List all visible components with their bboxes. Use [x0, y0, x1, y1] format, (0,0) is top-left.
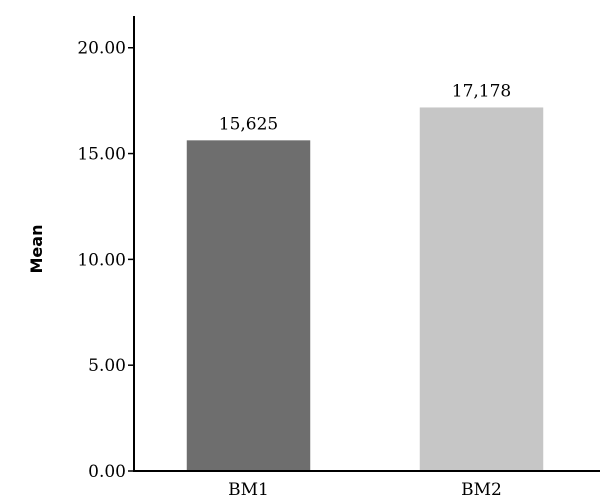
y-axis-ticks: 0.00 5.00 10.00 15.00 20.00: [77, 39, 134, 482]
bar-bm1: [186, 140, 311, 471]
y-tick-label: 20.00: [77, 39, 126, 59]
y-tick-label: 0.00: [88, 462, 126, 482]
y-tick-label: 15.00: [77, 145, 126, 165]
data-label-bm1: 15,625: [219, 114, 278, 134]
category-label-bm2: BM2: [461, 480, 502, 500]
bars: [186, 107, 544, 472]
y-tick-label: 10.00: [77, 250, 126, 270]
data-label-bm2: 17,178: [452, 81, 511, 101]
bar-bm2: [419, 107, 544, 472]
category-label-bm1: BM1: [228, 480, 269, 500]
category-labels: BM1 BM2: [228, 480, 502, 500]
y-axis-title: Mean: [27, 225, 46, 274]
data-labels: 15,625 17,178: [219, 81, 511, 134]
y-tick-label: 5.00: [88, 356, 126, 376]
